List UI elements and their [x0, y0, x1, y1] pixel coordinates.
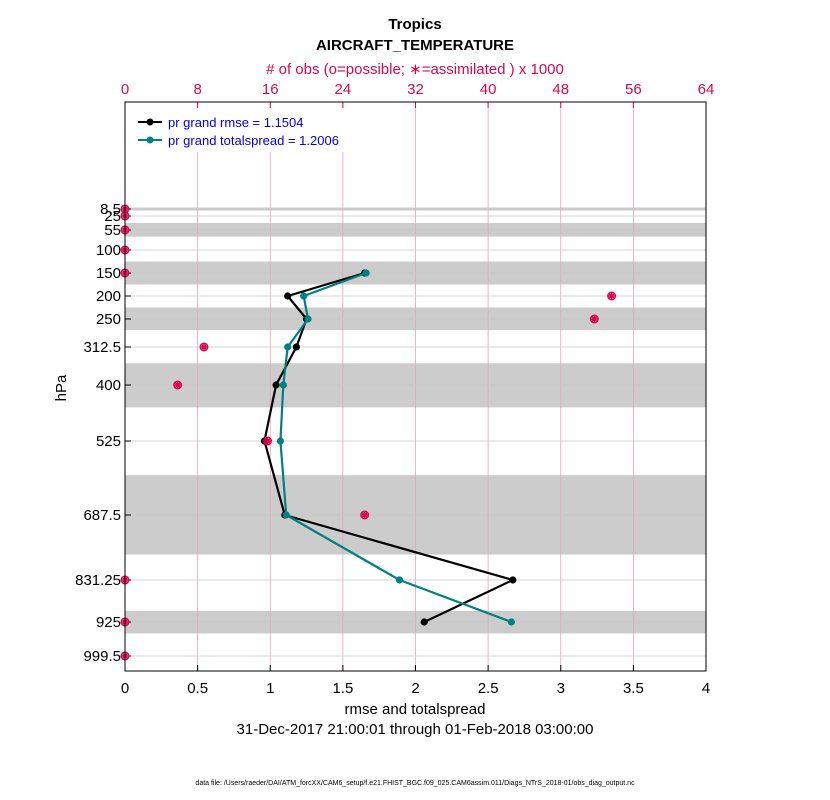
top-tick-label: 32 [407, 81, 424, 98]
chart-title: Tropics [388, 16, 441, 33]
x-tick-label: 3.5 [623, 680, 644, 697]
obs-assimilated-marker [263, 437, 272, 445]
legend-label-rmse: pr grand rmse = 1.1504 [168, 115, 304, 130]
obs-assimilated-marker [173, 381, 182, 389]
totalspread-point [362, 269, 370, 277]
y-tick-label: 831.25 [75, 572, 121, 589]
totalspread-point [284, 343, 292, 351]
rmse-point [509, 576, 517, 584]
bottom-axis-ticks: 0 0.5 1 1.5 2 2.5 3 3.5 4 [121, 665, 710, 697]
x-tick-label: 2 [411, 680, 419, 697]
x-tick-label: 1 [266, 680, 274, 697]
obs-assimilated-marker [360, 511, 369, 519]
obs-assimilated-stroke [361, 511, 369, 519]
obs-assimilated-stroke [590, 315, 598, 323]
series-lines [260, 269, 517, 626]
y-tick-label: 400 [96, 377, 121, 394]
top-tick-label: 8 [193, 81, 201, 98]
y-tick-label: 8.5 [100, 201, 121, 218]
totalspread-point [276, 437, 285, 445]
obs-assimilated-marker [199, 343, 208, 351]
totalspread-point [282, 511, 290, 519]
rmse-point [292, 343, 300, 351]
y-tick-label: 925 [96, 614, 121, 631]
y-tick-label: 999.5 [83, 648, 121, 665]
y-tick-label: 687.5 [83, 507, 121, 524]
x-axis-label: rmse and totalspread [345, 701, 486, 718]
rmse-point [272, 381, 280, 389]
data-file-footnote: data file: /Users/raeder/DAI/ATM_forcXX/… [195, 780, 635, 787]
y-tick-label: 55 [104, 222, 121, 239]
y-tick-label: 525 [96, 433, 121, 450]
x-tick-label: 4 [702, 680, 710, 697]
top-tick-label: 56 [625, 81, 642, 98]
obs-assimilated-stroke [263, 437, 272, 445]
top-tick-label: 48 [552, 81, 569, 98]
y-tick-label: 312.5 [83, 339, 121, 356]
date-range-label: 31-Dec-2017 21:00:01 through 01-Feb-2018… [237, 721, 594, 738]
legend-marker-spread [146, 136, 154, 144]
top-tick-label: 0 [121, 81, 129, 98]
obs-assimilated-marker [607, 292, 616, 300]
legend-box [130, 108, 370, 152]
obs-assimilated-stroke [608, 292, 616, 300]
top-axis-label: # of obs (o=possible; ∗=assimilated ) x … [266, 61, 564, 78]
x-tick-label: 2.5 [478, 680, 499, 697]
totalspread-point [507, 618, 515, 626]
y-tick-label: 250 [96, 311, 121, 328]
y-axis-label: hPa [53, 374, 70, 401]
totalspread-point [395, 576, 404, 584]
grid-lines [125, 102, 706, 671]
top-tick-label: 16 [262, 81, 279, 98]
x-tick-label: 0.5 [187, 680, 208, 697]
top-tick-label: 64 [698, 81, 715, 98]
legend-label-spread: pr grand totalspread = 1.2006 [168, 133, 339, 148]
chart-subtitle: AIRCRAFT_TEMPERATURE [316, 37, 514, 54]
x-tick-label: 3 [557, 680, 565, 697]
totalspread-point [304, 315, 312, 323]
x-tick-label: 1.5 [332, 680, 353, 697]
rmse-point [420, 618, 428, 626]
y-tick-label: 150 [96, 265, 121, 282]
y-tick-label: 200 [96, 288, 121, 305]
totalspread-point [300, 292, 308, 300]
totalspread-point [279, 381, 287, 389]
plot-frame [124, 101, 707, 672]
obs-assimilated-stroke [174, 381, 182, 389]
x-tick-label: 0 [121, 680, 129, 697]
rmse-point [284, 292, 292, 300]
legend: pr grand rmse = 1.1504 pr grand totalspr… [130, 108, 370, 152]
top-tick-label: 40 [480, 81, 497, 98]
obs-assimilated-marker [590, 315, 599, 323]
legend-marker-rmse [146, 118, 154, 126]
y-tick-label: 25 [104, 208, 121, 225]
y-tick-label: 100 [96, 242, 121, 259]
obs-assimilated-stroke [200, 343, 208, 351]
top-axis-ticks: 0 8 16 24 32 40 48 56 64 [121, 81, 715, 108]
top-tick-label: 24 [335, 81, 352, 98]
